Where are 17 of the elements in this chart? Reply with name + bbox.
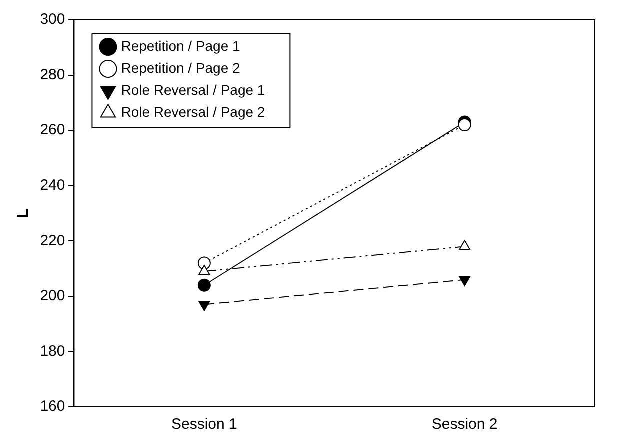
point — [198, 278, 211, 292]
point — [458, 118, 472, 132]
y-tick-label: 300 — [40, 11, 66, 28]
y-tick-label: 160 — [40, 398, 66, 416]
legend-label: Role Reversal / Page 2 — [121, 104, 266, 120]
y-tick-label: 220 — [40, 232, 66, 250]
y-axis-title: L — [15, 208, 32, 218]
y-tick-label: 260 — [40, 122, 66, 139]
x-tick-label: Session 1 — [171, 416, 238, 434]
y-tick-label: 180 — [40, 342, 66, 360]
legend-label: Role Reversal / Page 1 — [121, 82, 266, 98]
x-tick-label: Session 2 — [432, 416, 498, 434]
legend-label: Repetition / Page 2 — [121, 60, 241, 76]
y-tick-label: 200 — [40, 288, 66, 305]
legend-label: Repetition / Page 1 — [121, 38, 241, 54]
y-tick-label: 240 — [40, 177, 66, 194]
y-tick-label: 280 — [40, 66, 66, 84]
